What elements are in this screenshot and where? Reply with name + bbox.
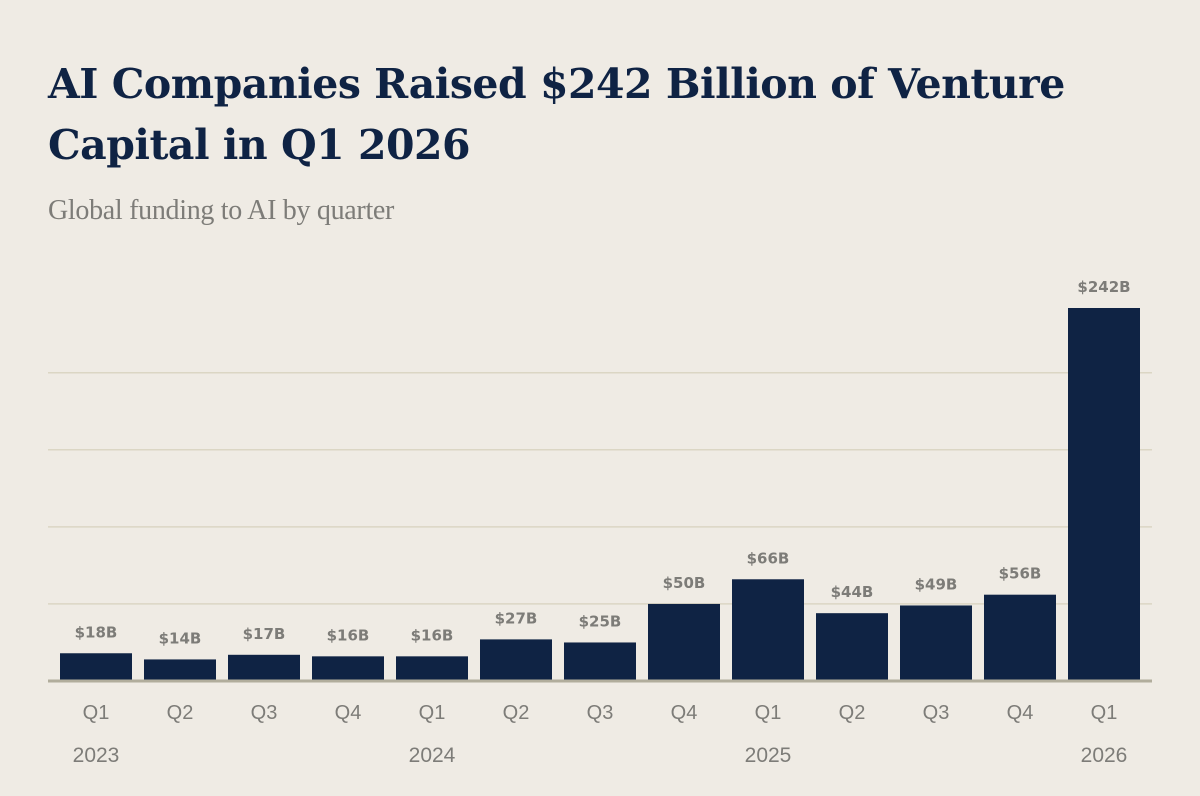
x-tick-label: Q2	[167, 702, 194, 724]
bar	[1068, 308, 1140, 681]
data-label: $66B	[747, 549, 790, 567]
x-tick-label: Q1	[1091, 702, 1118, 724]
bar	[564, 642, 636, 681]
x-tick-label: Q4	[335, 702, 362, 724]
bar	[900, 605, 972, 681]
data-label: $25B	[579, 612, 622, 630]
data-label: $242B	[1077, 278, 1130, 296]
bar	[648, 603, 720, 681]
bar	[228, 654, 300, 681]
data-label: $16B	[327, 626, 370, 644]
x-tick-label: Q3	[587, 702, 614, 724]
x-tick-label: Q3	[923, 702, 950, 724]
bar	[60, 653, 132, 681]
bar	[144, 659, 216, 681]
x-tick-label: Q2	[839, 702, 866, 724]
data-label: $44B	[831, 583, 874, 601]
chart-subtitle: Global funding to AI by quarter	[48, 195, 395, 226]
x-tick-label: Q4	[1007, 702, 1034, 724]
bar	[984, 594, 1056, 681]
year-label: 2023	[73, 744, 120, 767]
x-tick-label: Q2	[503, 702, 530, 724]
data-label: $56B	[999, 565, 1042, 583]
year-label: 2025	[745, 744, 792, 767]
x-tick-label: Q1	[419, 702, 446, 724]
bar	[732, 579, 804, 681]
data-label: $17B	[243, 625, 286, 643]
bar	[312, 656, 384, 681]
data-label: $27B	[495, 609, 538, 627]
chart-title: AI Companies Raised $242 Billion of Vent…	[48, 60, 1065, 169]
data-label: $18B	[75, 623, 118, 641]
data-label: $50B	[663, 574, 706, 592]
year-label: 2024	[409, 744, 456, 767]
bar	[396, 656, 468, 681]
data-label: $14B	[159, 629, 202, 647]
year-label: 2026	[1081, 744, 1128, 767]
bar	[816, 613, 888, 681]
x-tick-label: Q3	[251, 702, 278, 724]
x-tick-label: Q4	[671, 702, 698, 724]
data-label: $49B	[915, 575, 958, 593]
bar	[480, 639, 552, 681]
x-tick-label: Q1	[755, 702, 782, 724]
data-label: $16B	[411, 626, 454, 644]
x-tick-label: Q1	[83, 702, 110, 724]
